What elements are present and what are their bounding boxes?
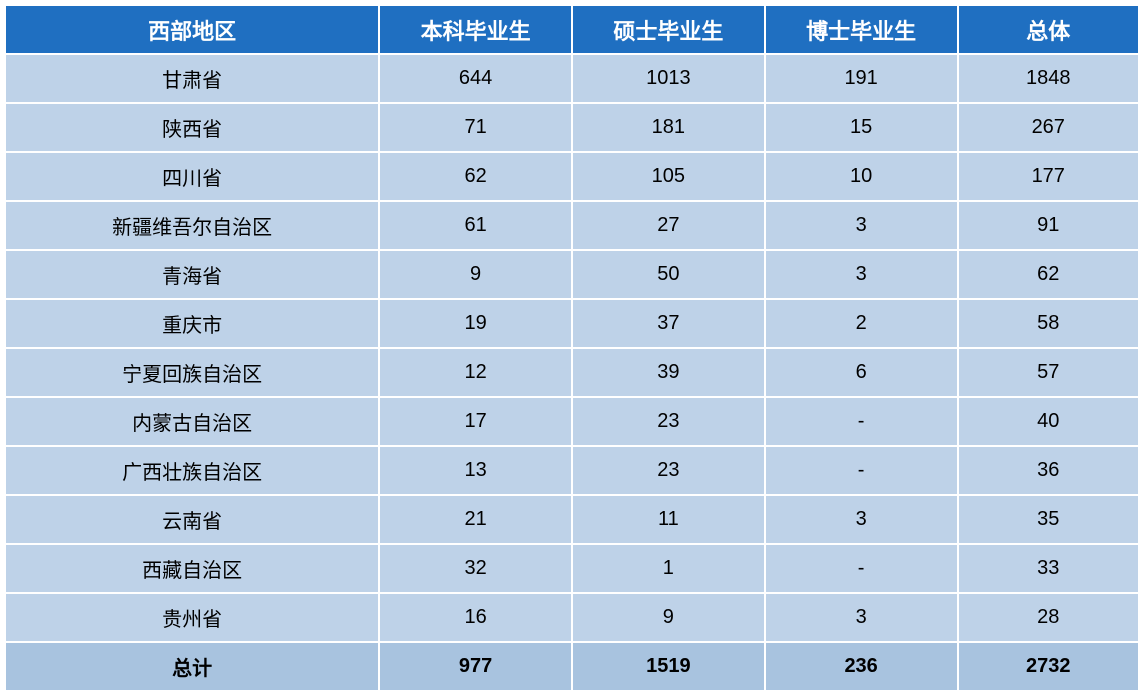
col-header-master: 硕士毕业生 [572,5,765,54]
table-row: 广西壮族自治区 13 23 - 36 [5,446,1139,495]
cell-region: 青海省 [5,250,379,299]
col-header-total: 总体 [958,5,1139,54]
cell-master: 11 [572,495,765,544]
cell-master: 39 [572,348,765,397]
cell-doctor: 6 [765,348,958,397]
table-row: 四川省 62 105 10 177 [5,152,1139,201]
cell-doctor: - [765,544,958,593]
cell-doctor: 3 [765,250,958,299]
cell-master: 181 [572,103,765,152]
cell-doctor: 3 [765,495,958,544]
cell-region: 四川省 [5,152,379,201]
cell-doctor: 15 [765,103,958,152]
cell-bachelor: 644 [379,54,572,103]
cell-total-label: 总计 [5,642,379,691]
cell-master: 37 [572,299,765,348]
cell-bachelor: 12 [379,348,572,397]
graduates-by-region-table: 西部地区 本科毕业生 硕士毕业生 博士毕业生 总体 甘肃省 644 1013 1… [4,4,1140,692]
table-row: 重庆市 19 37 2 58 [5,299,1139,348]
cell-master: 105 [572,152,765,201]
cell-total-doctor: 236 [765,642,958,691]
cell-total: 40 [958,397,1139,446]
col-header-bachelor: 本科毕业生 [379,5,572,54]
cell-region: 陕西省 [5,103,379,152]
cell-master: 50 [572,250,765,299]
table-row: 甘肃省 644 1013 191 1848 [5,54,1139,103]
cell-bachelor: 61 [379,201,572,250]
cell-bachelor: 9 [379,250,572,299]
cell-bachelor: 32 [379,544,572,593]
table-row: 内蒙古自治区 17 23 - 40 [5,397,1139,446]
table-row: 新疆维吾尔自治区 61 27 3 91 [5,201,1139,250]
cell-total: 36 [958,446,1139,495]
cell-region: 贵州省 [5,593,379,642]
cell-doctor: 10 [765,152,958,201]
cell-master: 9 [572,593,765,642]
col-header-region: 西部地区 [5,5,379,54]
cell-master: 1013 [572,54,765,103]
table-row: 青海省 9 50 3 62 [5,250,1139,299]
cell-total: 57 [958,348,1139,397]
cell-doctor: 3 [765,593,958,642]
cell-doctor: 191 [765,54,958,103]
cell-bachelor: 19 [379,299,572,348]
cell-total: 267 [958,103,1139,152]
cell-bachelor: 16 [379,593,572,642]
cell-bachelor: 62 [379,152,572,201]
cell-total: 62 [958,250,1139,299]
table-header-row: 西部地区 本科毕业生 硕士毕业生 博士毕业生 总体 [5,5,1139,54]
cell-master: 23 [572,397,765,446]
cell-doctor: - [765,397,958,446]
cell-region: 宁夏回族自治区 [5,348,379,397]
cell-master: 27 [572,201,765,250]
table-row: 陕西省 71 181 15 267 [5,103,1139,152]
cell-region: 云南省 [5,495,379,544]
cell-total: 91 [958,201,1139,250]
cell-bachelor: 21 [379,495,572,544]
cell-bachelor: 13 [379,446,572,495]
cell-total: 1848 [958,54,1139,103]
table-row: 宁夏回族自治区 12 39 6 57 [5,348,1139,397]
cell-bachelor: 17 [379,397,572,446]
cell-master: 1 [572,544,765,593]
cell-total-all: 2732 [958,642,1139,691]
cell-region: 重庆市 [5,299,379,348]
cell-total: 58 [958,299,1139,348]
table-row: 贵州省 16 9 3 28 [5,593,1139,642]
cell-region: 西藏自治区 [5,544,379,593]
cell-doctor: - [765,446,958,495]
cell-total-master: 1519 [572,642,765,691]
cell-total: 28 [958,593,1139,642]
table-row: 西藏自治区 32 1 - 33 [5,544,1139,593]
cell-bachelor: 71 [379,103,572,152]
cell-total: 177 [958,152,1139,201]
table-row: 云南省 21 11 3 35 [5,495,1139,544]
cell-doctor: 3 [765,201,958,250]
cell-master: 23 [572,446,765,495]
cell-total-bachelor: 977 [379,642,572,691]
cell-region: 广西壮族自治区 [5,446,379,495]
cell-region: 内蒙古自治区 [5,397,379,446]
cell-doctor: 2 [765,299,958,348]
cell-region: 甘肃省 [5,54,379,103]
cell-total: 35 [958,495,1139,544]
cell-total: 33 [958,544,1139,593]
table-total-row: 总计 977 1519 236 2732 [5,642,1139,691]
cell-region: 新疆维吾尔自治区 [5,201,379,250]
col-header-doctor: 博士毕业生 [765,5,958,54]
